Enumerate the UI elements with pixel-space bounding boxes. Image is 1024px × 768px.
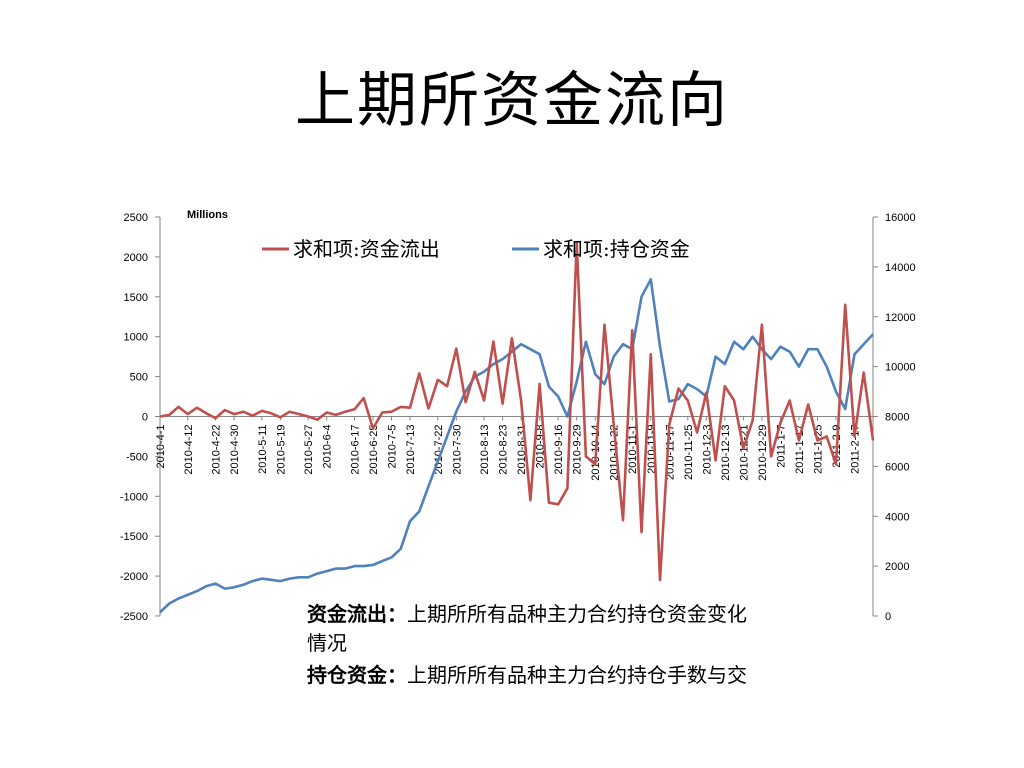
x-tick-label: 2010-4-22 [211, 425, 223, 475]
y-right-tick-label: 8000 [885, 412, 909, 424]
x-tick-label: 2010-7-30 [451, 425, 463, 475]
y-left-tick-label: -1000 [120, 491, 148, 503]
note-holding: 持仓资金：上期所所有品种主力合约持仓手数与交易单位和交易所保证金乘积 [307, 661, 757, 692]
x-tick-label: 2010-4-30 [229, 425, 241, 475]
y-right-tick-label: 12000 [885, 312, 916, 324]
x-tick-label: 2010-12-3 [701, 425, 713, 475]
x-tick-label: 2010-8-13 [479, 425, 491, 475]
note-holding-term: 持仓资金： [307, 663, 407, 687]
x-tick-label: 2010-5-19 [275, 425, 287, 475]
y-right-tick-label: 14000 [885, 262, 916, 274]
note-outflow-term: 资金流出： [307, 602, 407, 626]
x-tick-label: 2010-12-13 [720, 425, 732, 481]
series-line-outflow [159, 241, 875, 582]
y-left-tick-label: -500 [126, 451, 148, 463]
legend-label-outflow: 求和项:资金流出 [293, 237, 440, 261]
y-left-tick-label: -2500 [120, 611, 148, 623]
x-tick-label: 2010-5-27 [303, 425, 315, 475]
y-left-tick-label: 2500 [124, 212, 148, 224]
x-tick-label: 2010-12-29 [757, 425, 769, 481]
x-tick-label: 2011-2-17 [849, 425, 861, 474]
x-tick-label: 2010-11-25 [683, 425, 695, 480]
y-left-tick-label: 2000 [124, 252, 148, 264]
x-tick-label: 2010-8-23 [498, 425, 510, 475]
y-right-tick-label: 16000 [885, 212, 916, 224]
y-left-tick-label: 0 [142, 412, 148, 424]
y-left-tick-label: -2000 [120, 571, 148, 583]
y-right-tick-label: 6000 [885, 461, 909, 473]
x-tick-label: 2010-7-5 [386, 425, 398, 469]
slide-title: 上期所资金流向 [295, 66, 729, 136]
y-right-tick-label: 0 [885, 611, 891, 623]
y-left-tick-label: -1500 [120, 531, 148, 543]
series-line-holding [159, 277, 874, 614]
x-tick-label: 2010-6-17 [349, 425, 361, 475]
y-right-tick-label: 2000 [885, 561, 909, 573]
y-left-tick-label: 1500 [124, 292, 148, 304]
x-tick-label: 2010-9-29 [572, 425, 584, 475]
x-tick-label: 2010-4-12 [183, 425, 195, 475]
x-tick-label: 2010-6-4 [322, 425, 334, 469]
note-outflow-text: 上期所所有品种主力合约持仓资金变化情况 [307, 602, 747, 655]
legend-label-holding: 求和项:持仓资金 [543, 237, 690, 261]
note-holding-text: 上期所所有品种主力合约持仓手数与交易单位和交易所保证金乘积 [407, 663, 747, 687]
x-tick-label: 2010-4-1 [155, 425, 167, 469]
x-tick-label: 2011-1-7 [775, 425, 787, 468]
chart-plot-area [159, 241, 875, 614]
y-right-tick-label: 4000 [885, 511, 909, 523]
x-tick-label: 2010-9-16 [553, 425, 565, 475]
x-tick-label: 2010-7-13 [405, 425, 417, 475]
x-tick-label: 2010-7-22 [433, 425, 445, 475]
chart-axes: -2500 -2000 -1500 -1000 -500 0 500 1000 1500 2000… [120, 212, 916, 623]
notes-box: 资金流出：上期所所有品种主力合约持仓资金变化情况 持仓资金：上期所所有品种主力合… [307, 600, 757, 692]
y-right-tick-label: 10000 [885, 362, 916, 374]
y-left-tick-label: 500 [130, 372, 148, 384]
x-tick-label: 2010-5-11 [257, 425, 269, 474]
note-outflow: 资金流出：上期所所有品种主力合约持仓资金变化情况 [307, 600, 757, 658]
chart-legend: 求和项:资金流出 求和项:持仓资金 [262, 237, 690, 261]
x-tick-label: 2010-6-25 [368, 425, 380, 475]
units-label: Millions [187, 209, 228, 221]
y-left-tick-label: 1000 [124, 332, 148, 344]
